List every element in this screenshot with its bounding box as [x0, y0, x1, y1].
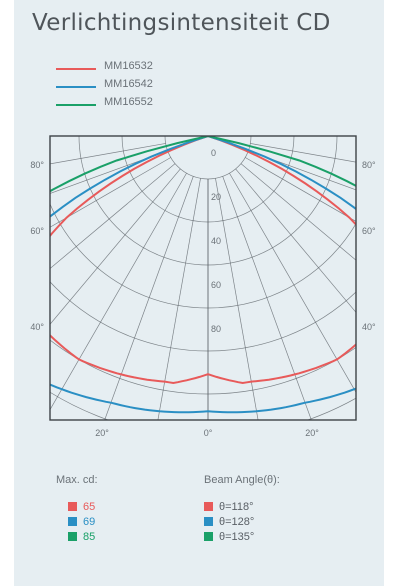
beam-value-1: θ=118°: [219, 501, 254, 513]
max-cd-swatch-2: [68, 517, 77, 526]
left-angle-label: 40°: [30, 322, 44, 332]
bottom-angle-label: 20°: [305, 428, 319, 438]
polar-chart: 0 20 40 60 80 80° 60° 40° 80° 60° 40° 20° 0° 20°: [14, 120, 384, 460]
legend-line-3: [56, 104, 96, 106]
radial-tick-label: 60: [211, 280, 221, 290]
beam-swatch-1: [204, 502, 213, 511]
max-cd-item-1: 65: [54, 500, 95, 515]
chart-legend: MM16532 MM16542 MM16552: [56, 60, 256, 114]
beam-angle-item-3: θ=135°: [204, 530, 254, 545]
grid-spoke: [215, 178, 259, 420]
max-cd-value-1: 65: [83, 501, 96, 513]
intensity-curves: [50, 136, 356, 414]
grid-ring: [14, 120, 384, 460]
grid-spoke: [235, 168, 356, 313]
radial-tick-label: 40: [211, 236, 221, 246]
beam-angle-item-1: θ=118°: [204, 500, 254, 515]
radial-tick-label: 80: [211, 324, 221, 334]
grid-spoke: [50, 173, 187, 411]
legend-line-1: [56, 68, 96, 70]
polar-grid: [14, 120, 384, 460]
grid-spoke: [50, 157, 171, 228]
right-angle-label: 80°: [362, 160, 376, 170]
right-angle-label: 60°: [362, 226, 376, 236]
max-cd-heading: Max. cd:: [56, 474, 98, 486]
grid-spoke: [50, 143, 166, 165]
grid-ring: [50, 391, 356, 420]
grid-ring: [50, 281, 356, 352]
left-angle-label: 80°: [30, 160, 44, 170]
beam-swatch-2: [204, 517, 213, 526]
legend-label-2: MM16542: [104, 78, 153, 90]
max-cd-value-2: 69: [83, 516, 96, 528]
radial-tick-label: 0: [211, 148, 216, 158]
grid-spoke: [50, 168, 181, 325]
beam-swatch-3: [204, 532, 213, 541]
grid-spoke: [248, 150, 356, 191]
grid-ring: [164, 136, 252, 180]
grid-spoke: [240, 163, 356, 261]
legend-entry-2: MM16542: [56, 78, 256, 96]
curve-2: [50, 136, 356, 414]
max-cd-item-2: 69: [54, 515, 95, 530]
plot-frame: [49, 135, 357, 421]
beam-value-2: θ=128°: [219, 516, 255, 528]
legend-entry-3: MM16552: [56, 96, 256, 114]
grid-spoke: [245, 157, 356, 222]
max-cd-list: 65 69 85: [54, 500, 95, 545]
max-cd-value-3: 85: [83, 531, 96, 543]
max-cd-swatch-3: [68, 532, 77, 541]
left-angle-label: 60°: [30, 226, 44, 236]
right-angle-label: 40°: [362, 322, 376, 332]
radial-tick-label: 20: [211, 192, 221, 202]
legend-entry-1: MM16532: [56, 60, 256, 78]
bottom-angle-label: 20°: [95, 428, 109, 438]
grid-spoke: [104, 176, 194, 420]
legend-label-3: MM16552: [104, 96, 153, 108]
axis-labels: 0 20 40 60 80 80° 60° 40° 80° 60° 40° 20° 0° 20°: [30, 148, 376, 438]
chart-card: Verlichtingsintensiteit CD MM16532 MM165…: [14, 0, 384, 586]
grid-spoke: [50, 163, 176, 270]
beam-angle-list: θ=118° θ=128° θ=135°: [204, 500, 254, 545]
legend-line-2: [56, 86, 96, 88]
grid-spoke: [50, 150, 168, 194]
curve-1: [50, 136, 356, 385]
grid-spoke: [222, 176, 312, 420]
legend-label-1: MM16532: [104, 60, 153, 72]
grid-spoke: [229, 173, 356, 394]
beam-angle-item-2: θ=128°: [204, 515, 254, 530]
max-cd-swatch-1: [68, 502, 77, 511]
bottom-angle-label: 0°: [204, 428, 213, 438]
beam-angle-heading: Beam Angle(θ):: [204, 474, 280, 486]
grid-ring: [14, 120, 384, 460]
beam-value-3: θ=135°: [219, 531, 255, 543]
grid-spoke: [157, 178, 201, 420]
chart-title: Verlichtingsintensiteit CD: [32, 10, 331, 36]
max-cd-item-3: 85: [54, 530, 95, 545]
grid-spoke: [250, 143, 356, 163]
